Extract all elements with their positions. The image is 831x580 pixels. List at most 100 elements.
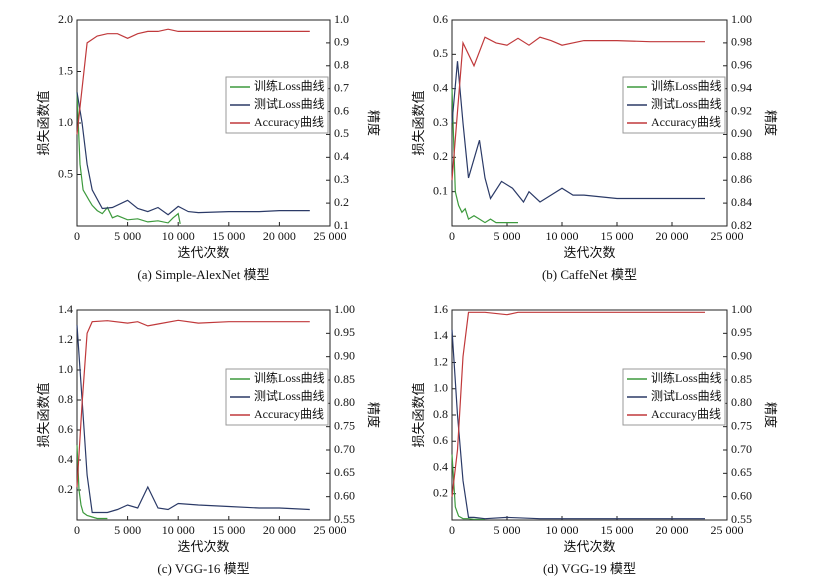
y-tick-label: 2.0 — [58, 12, 73, 26]
x-tick-label: 5 000 — [114, 523, 141, 537]
y-axis-label: 损失函数值 — [411, 90, 426, 155]
x-tick-label: 20 000 — [263, 523, 296, 537]
caption: (b) CaffeNet 模型 — [542, 267, 637, 282]
y-tick-label: 1.6 — [433, 302, 448, 316]
legend-label: 训练Loss曲线 — [651, 370, 722, 385]
series-line — [451, 329, 705, 520]
caption: (c) VGG-16 模型 — [157, 561, 249, 576]
series-line — [76, 28, 310, 135]
y-tick-label: 1.0 — [58, 115, 73, 129]
y-tick-label: 0.5 — [433, 46, 448, 60]
y-tick-label: 0.2 — [58, 482, 73, 496]
x-tick-label: 10 000 — [546, 523, 579, 537]
y2-tick-label: 0.60 — [334, 488, 355, 502]
y-tick-label: 1.0 — [58, 362, 73, 376]
y2-tick-label: 0.70 — [334, 442, 355, 456]
legend-label: 训练Loss曲线 — [254, 78, 325, 93]
y-tick-label: 0.6 — [433, 12, 448, 26]
series-line — [451, 454, 485, 520]
series-line — [76, 324, 310, 514]
series-line — [76, 444, 108, 520]
y2-tick-label: 0.5 — [334, 126, 349, 140]
y-tick-label: 1.5 — [58, 63, 73, 77]
y2-tick-label: 1.0 — [334, 12, 349, 26]
y2-tick-label: 0.2 — [334, 195, 349, 209]
series-line — [76, 92, 310, 216]
y-tick-label: 0.8 — [58, 392, 73, 406]
y2-tick-label: 0.9 — [334, 35, 349, 49]
x-tick-label: 5 000 — [494, 523, 521, 537]
y2-tick-label: 1.00 — [334, 302, 355, 316]
plot-frame — [76, 309, 331, 521]
series-line — [451, 36, 705, 181]
y-tick-label: 1.0 — [433, 381, 448, 395]
series-line — [76, 319, 310, 488]
x-tick-label: 15 000 — [601, 523, 634, 537]
x-tick-label: 15 000 — [601, 229, 634, 243]
y2-tick-label: 0.70 — [731, 442, 752, 456]
y2-tick-label: 0.55 — [334, 512, 355, 526]
y-axis-label: 损失函数值 — [36, 382, 51, 447]
x-tick-label: 0 — [449, 229, 455, 243]
legend-label: 训练Loss曲线 — [651, 78, 722, 93]
x-tick-label: 25 000 — [314, 229, 347, 243]
x-tick-label: 20 000 — [656, 229, 689, 243]
y2-tick-label: 0.86 — [731, 172, 752, 186]
y-tick-label: 0.6 — [433, 433, 448, 447]
legend-label: Accuracy曲线 — [651, 115, 721, 129]
series-line — [451, 311, 705, 497]
y2-tick-label: 0.4 — [334, 149, 349, 163]
y-tick-label: 1.4 — [58, 302, 73, 316]
y2-tick-label: 0.95 — [731, 325, 752, 339]
legend-label: Accuracy曲线 — [651, 407, 721, 421]
y2-axis-label: 精度 — [366, 110, 381, 136]
y-tick-label: 0.8 — [433, 407, 448, 421]
y-tick-label: 0.3 — [433, 115, 448, 129]
y-axis-label: 损失函数值 — [36, 90, 51, 155]
y2-axis-label: 精度 — [763, 110, 778, 136]
y2-tick-label: 0.90 — [731, 348, 752, 362]
y2-tick-label: 0.94 — [731, 80, 752, 94]
x-tick-label: 15 000 — [212, 523, 245, 537]
y2-tick-label: 0.75 — [731, 418, 752, 432]
y2-tick-label: 0.92 — [731, 103, 752, 117]
x-tick-label: 0 — [449, 523, 455, 537]
y2-tick-label: 0.75 — [334, 418, 355, 432]
x-axis-label: 迭代次数 — [177, 245, 229, 260]
x-axis-label: 迭代次数 — [563, 539, 615, 554]
y2-tick-label: 0.85 — [731, 372, 752, 386]
y2-tick-label: 0.88 — [731, 149, 752, 163]
y-tick-label: 0.5 — [58, 166, 73, 180]
y2-tick-label: 0.95 — [334, 325, 355, 339]
y2-tick-label: 0.7 — [334, 80, 349, 94]
legend-label: 测试Loss曲线 — [254, 388, 325, 403]
x-tick-label: 25 000 — [314, 523, 347, 537]
y2-tick-label: 1.00 — [731, 302, 752, 316]
y2-tick-label: 0.60 — [731, 488, 752, 502]
legend-label: Accuracy曲线 — [254, 407, 324, 421]
y-tick-label: 0.6 — [58, 422, 73, 436]
series-line — [76, 92, 181, 225]
x-tick-label: 20 000 — [263, 229, 296, 243]
x-tick-label: 25 000 — [711, 523, 744, 537]
y2-tick-label: 0.8 — [334, 58, 349, 72]
x-axis-label: 迭代次数 — [563, 245, 615, 260]
x-axis-label: 迭代次数 — [177, 539, 229, 554]
y2-tick-label: 0.3 — [334, 172, 349, 186]
y-tick-label: 0.2 — [433, 149, 448, 163]
y-tick-label: 0.4 — [58, 452, 73, 466]
y-tick-label: 0.4 — [433, 459, 448, 473]
y2-tick-label: 0.80 — [731, 395, 752, 409]
legend-label: Accuracy曲线 — [254, 115, 324, 129]
y-tick-label: 1.2 — [433, 354, 448, 368]
series-line — [451, 88, 518, 224]
x-tick-label: 0 — [74, 229, 80, 243]
y2-tick-label: 0.65 — [731, 465, 752, 479]
y-tick-label: 0.4 — [433, 80, 448, 94]
x-tick-label: 15 000 — [212, 229, 245, 243]
y2-tick-label: 0.6 — [334, 103, 349, 117]
legend-label: 测试Loss曲线 — [651, 96, 722, 111]
x-tick-label: 0 — [74, 523, 80, 537]
legend-label: 训练Loss曲线 — [254, 370, 325, 385]
